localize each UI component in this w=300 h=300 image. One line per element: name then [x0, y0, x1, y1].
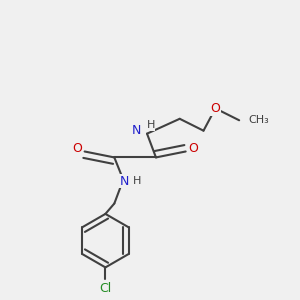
Text: O: O: [188, 142, 198, 155]
Text: H: H: [146, 120, 155, 130]
Text: CH₃: CH₃: [248, 115, 269, 125]
Text: O: O: [72, 142, 82, 155]
Text: O: O: [211, 102, 220, 115]
Text: N: N: [120, 175, 129, 188]
Text: N: N: [132, 124, 141, 137]
Text: H: H: [133, 176, 142, 186]
Text: Cl: Cl: [99, 282, 112, 295]
